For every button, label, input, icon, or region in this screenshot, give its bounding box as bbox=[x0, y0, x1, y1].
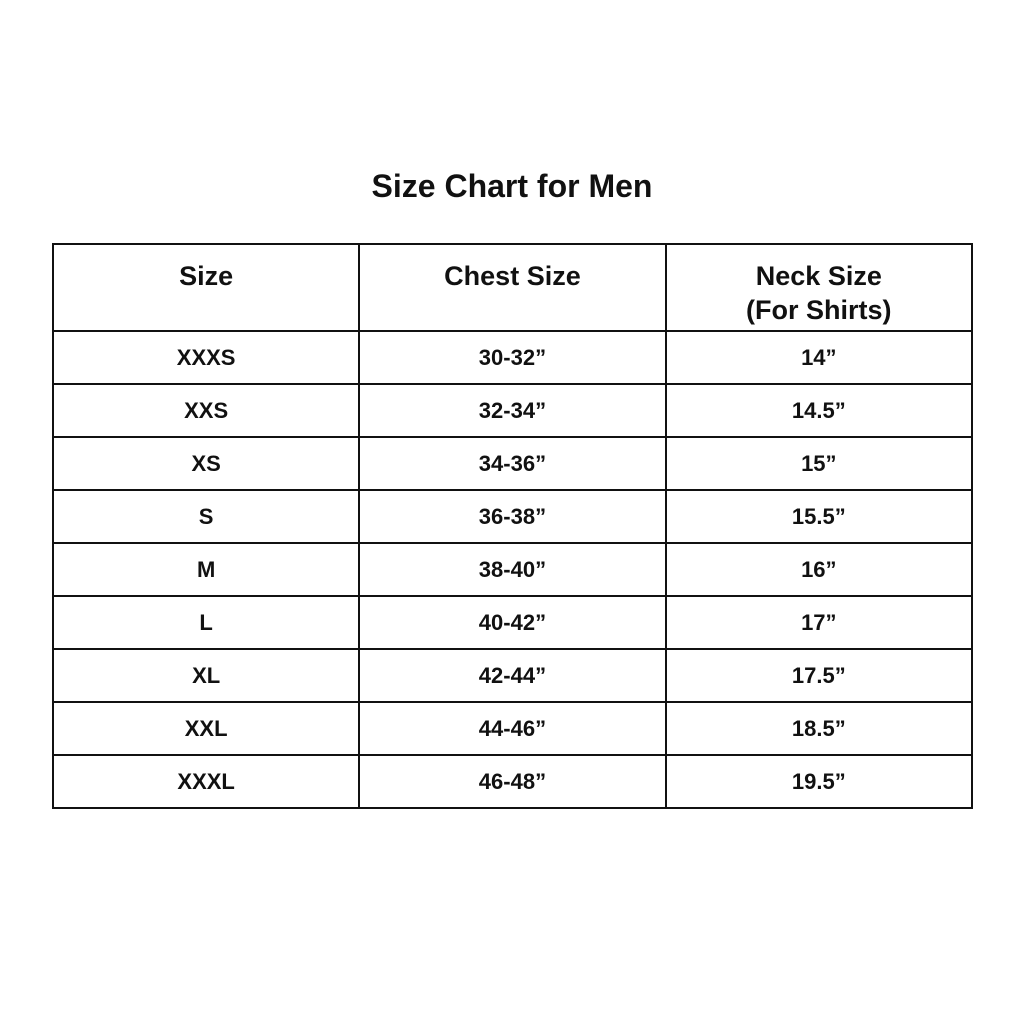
neck-size-cell: 14.5” bbox=[664, 383, 974, 438]
size-cell: M bbox=[51, 542, 361, 597]
chest-size-cell: 40-42” bbox=[358, 595, 667, 650]
chest-size-cell: 42-44” bbox=[358, 648, 667, 703]
page-title: Size Chart for Men bbox=[371, 168, 653, 204]
chest-size-cell: 36-38” bbox=[358, 489, 667, 544]
neck-size-cell: 14” bbox=[664, 330, 974, 385]
table-row: XXXL 46-48” 19.5” bbox=[51, 754, 974, 809]
size-cell: XS bbox=[51, 436, 361, 491]
table-row: XXL 44-46” 18.5” bbox=[51, 701, 974, 756]
size-cell: XXXL bbox=[51, 754, 361, 809]
chest-size-cell: 44-46” bbox=[358, 701, 667, 756]
table-row: M 38-40” 16” bbox=[51, 542, 974, 597]
header-chest-size: Chest Size bbox=[358, 243, 667, 332]
size-cell: XXXS bbox=[51, 330, 361, 385]
chest-size-cell: 30-32” bbox=[358, 330, 667, 385]
size-cell: XXS bbox=[51, 383, 361, 438]
neck-size-cell: 19.5” bbox=[664, 754, 974, 809]
neck-size-cell: 17.5” bbox=[664, 648, 974, 703]
chest-size-cell: 32-34” bbox=[358, 383, 667, 438]
size-cell: XL bbox=[51, 648, 361, 703]
neck-size-cell: 18.5” bbox=[664, 701, 974, 756]
neck-size-cell: 17” bbox=[664, 595, 974, 650]
size-cell: XXL bbox=[51, 701, 361, 756]
table-row: XS 34-36” 15” bbox=[51, 436, 974, 491]
table-row: XXXS 30-32” 14” bbox=[51, 330, 974, 385]
neck-size-cell: 15.5” bbox=[664, 489, 974, 544]
header-neck-size-label: Neck Size bbox=[755, 261, 882, 291]
size-cell: L bbox=[51, 595, 361, 650]
neck-size-cell: 15” bbox=[664, 436, 974, 491]
table-row: L 40-42” 17” bbox=[51, 595, 974, 650]
table-row: XL 42-44” 17.5” bbox=[51, 648, 974, 703]
table-row: XXS 32-34” 14.5” bbox=[51, 383, 974, 438]
header-neck-size: Neck Size (For Shirts) bbox=[664, 243, 974, 332]
header-row: Size Chest Size Neck Size (For Shirts) bbox=[51, 243, 974, 332]
chest-size-cell: 34-36” bbox=[358, 436, 667, 491]
chest-size-cell: 46-48” bbox=[358, 754, 667, 809]
table-row: S 36-38” 15.5” bbox=[51, 489, 974, 544]
header-neck-size-note: (For Shirts) bbox=[746, 295, 892, 325]
size-chart-table: Size Chest Size Neck Size (For Shirts) XX… bbox=[51, 243, 974, 809]
size-cell: S bbox=[51, 489, 361, 544]
header-size: Size bbox=[51, 243, 361, 332]
neck-size-cell: 16” bbox=[664, 542, 974, 597]
chest-size-cell: 38-40” bbox=[358, 542, 667, 597]
